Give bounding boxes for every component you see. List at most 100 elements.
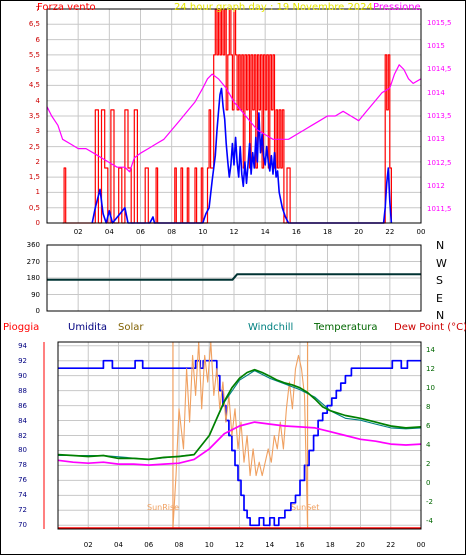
top-x-tick: 22	[385, 228, 395, 236]
bottom-x-tick: 00	[416, 541, 426, 549]
humidity-y-tick: 86	[18, 401, 27, 410]
temp-y-tick: 10	[426, 383, 435, 392]
wind-y-tick: 2	[35, 157, 40, 166]
bottom-x-tick: 10	[204, 541, 214, 549]
sunrise-label: SunRise	[147, 503, 180, 512]
temp-y-tick: -2	[426, 498, 433, 507]
sunset-label: SunSet	[291, 503, 320, 512]
temp-y-tick: 6	[426, 421, 431, 430]
bottom-x-tick: 16	[295, 541, 305, 549]
series-temperature-line	[57, 368, 422, 461]
top-x-tick: 00	[416, 228, 426, 236]
wind-y-tick: 1,5	[28, 173, 40, 182]
humidity-y-tick: 78	[18, 461, 27, 470]
humidity-label: Umidita	[68, 322, 108, 333]
wind-y-tick: 0,5	[28, 203, 40, 212]
bottom-x-tick: 12	[235, 541, 244, 549]
humidity-y-tick: 94	[18, 341, 27, 350]
compass-label: N	[436, 239, 445, 252]
wind-y-tick: 4,5	[28, 81, 40, 90]
wind-y-tick: 3	[35, 127, 40, 136]
top-x-tick: 18	[323, 228, 332, 236]
wind-y-tick: 7	[35, 5, 40, 13]
pressure-y-tick: 1014,5	[427, 65, 452, 74]
dir-y-tick: 270	[26, 257, 40, 266]
dewpoint-label: Dew Point (°C)	[394, 322, 466, 333]
dir-y-tick: 90	[31, 290, 40, 299]
humidity-y-tick: 74	[18, 491, 27, 500]
compass-label: W	[436, 256, 447, 270]
series-solar-line	[172, 341, 309, 530]
top-x-tick: 14	[260, 228, 270, 236]
solar-label: Solar	[118, 322, 144, 333]
dir-panel-frame	[46, 244, 422, 312]
pressure-y-tick: 1015,5	[427, 18, 452, 27]
pressure-label: Pressione	[373, 2, 421, 13]
top-x-tick: 08	[167, 228, 177, 236]
pressure-y-tick: 1012	[427, 181, 445, 190]
compass-label: E	[436, 291, 443, 305]
bottom-x-tick: 14	[265, 541, 275, 549]
top-x-tick: 02	[73, 228, 83, 236]
dir-y-tick: 0	[35, 307, 40, 315]
windchill-label: Windchill	[248, 322, 294, 333]
rain-label: Pioggia	[3, 322, 40, 333]
temp-y-tick: -4	[426, 517, 433, 526]
humidity-y-tick: 90	[18, 371, 27, 380]
dir-y-tick: 360	[26, 241, 40, 249]
pressure-y-tick: 1013,5	[427, 112, 452, 120]
chart-title: 24 hour graph day : 19 Novembre 2024	[174, 2, 373, 13]
temp-y-tick: 2	[426, 460, 431, 469]
wind-y-tick: 6,5	[28, 20, 40, 29]
bottom-panel-frame	[57, 341, 422, 530]
top-x-tick: 12	[229, 228, 239, 236]
humidity-y-tick: 84	[18, 416, 27, 425]
bottom-x-tick: 06	[144, 541, 154, 549]
pressure-y-tick: 1013	[427, 135, 445, 144]
top-panel-frame	[46, 8, 422, 224]
temp-y-tick: 14	[426, 345, 435, 354]
series-pressure-line	[46, 64, 422, 173]
dir-y-tick: 180	[26, 274, 40, 282]
top-x-tick: 10	[198, 228, 208, 236]
humidity-y-tick: 76	[18, 476, 27, 485]
temp-y-tick: 4	[426, 441, 431, 450]
pressure-y-tick: 1011,5	[427, 205, 452, 214]
humidity-y-tick: 92	[18, 356, 27, 365]
bottom-x-tick: 04	[114, 541, 123, 549]
temp-y-tick: 12	[426, 364, 435, 373]
bottom-x-tick: 22	[386, 541, 396, 549]
pressure-y-tick: 1015	[427, 42, 445, 51]
humidity-y-tick: 80	[18, 446, 27, 455]
temp-y-tick: 8	[426, 402, 431, 411]
series-dewpoint-line	[57, 421, 422, 466]
wind-y-tick: 5,5	[28, 50, 40, 59]
wind-force-label: Forza vento	[37, 2, 96, 13]
wind-y-tick: 1	[35, 188, 40, 197]
humidity-y-tick: 82	[18, 431, 27, 440]
compass-label: S	[436, 274, 443, 287]
bottom-x-tick: 18	[325, 541, 335, 549]
temperature-label: Temperatura	[314, 322, 378, 333]
bottom-x-tick: 08	[174, 541, 184, 549]
temp-y-tick: 0	[426, 479, 431, 488]
wind-y-tick: 6	[35, 35, 40, 44]
top-x-tick: 20	[354, 228, 364, 236]
bottom-x-tick: 02	[83, 541, 93, 549]
humidity-y-tick: 72	[18, 506, 27, 515]
humidity-y-tick: 88	[18, 386, 27, 395]
wind-y-tick: 0	[35, 219, 40, 227]
pressure-y-tick: 1012,5	[427, 158, 452, 167]
wind-y-tick: 3,5	[28, 112, 40, 120]
wind-y-tick: 2,5	[28, 142, 40, 151]
bottom-x-tick: 20	[356, 541, 365, 549]
wind-y-tick: 5	[35, 66, 40, 75]
top-x-tick: 04	[104, 228, 114, 236]
compass-label: N	[436, 309, 445, 322]
top-x-tick: 06	[136, 228, 145, 236]
top-x-tick: 16	[291, 228, 301, 236]
series-direction-line	[47, 273, 421, 281]
pressure-y-tick: 1014	[427, 88, 445, 97]
